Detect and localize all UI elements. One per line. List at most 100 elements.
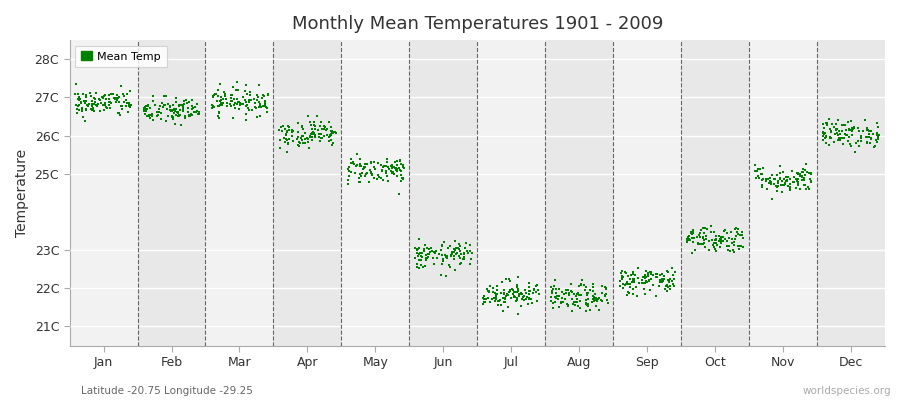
Point bbox=[660, 288, 674, 294]
Point bbox=[226, 115, 240, 121]
Point bbox=[115, 102, 130, 109]
Point bbox=[712, 238, 726, 244]
Point bbox=[164, 107, 178, 114]
Point bbox=[76, 114, 90, 120]
Point bbox=[86, 105, 100, 112]
Point bbox=[392, 167, 407, 173]
Point bbox=[832, 135, 846, 141]
Point bbox=[594, 296, 608, 303]
Point bbox=[114, 106, 129, 112]
Point bbox=[732, 246, 746, 252]
Point bbox=[831, 116, 845, 123]
Point bbox=[793, 171, 807, 177]
Point bbox=[626, 270, 641, 277]
Point bbox=[845, 126, 859, 132]
Point bbox=[498, 298, 512, 305]
Point bbox=[871, 136, 886, 142]
Point bbox=[696, 224, 710, 231]
Point bbox=[145, 111, 159, 118]
Point bbox=[595, 298, 609, 304]
Point bbox=[476, 300, 491, 307]
Point bbox=[498, 295, 512, 301]
Point bbox=[72, 94, 86, 100]
Point bbox=[119, 102, 133, 109]
Point bbox=[176, 104, 190, 110]
Point bbox=[662, 278, 676, 284]
Point bbox=[708, 237, 723, 244]
Point bbox=[213, 97, 228, 104]
Point bbox=[434, 272, 448, 279]
Point bbox=[516, 294, 530, 300]
Point bbox=[439, 254, 454, 260]
Point bbox=[505, 286, 519, 292]
Point bbox=[613, 278, 627, 284]
Point bbox=[680, 237, 695, 243]
Point bbox=[796, 169, 810, 175]
Point bbox=[795, 177, 809, 184]
Point bbox=[845, 132, 859, 138]
Point bbox=[119, 97, 133, 103]
Point bbox=[620, 273, 634, 279]
Point bbox=[374, 162, 388, 168]
Point bbox=[273, 145, 287, 151]
Point bbox=[845, 128, 859, 134]
Point bbox=[780, 183, 795, 190]
Point bbox=[422, 251, 436, 258]
Point bbox=[446, 250, 460, 257]
Point bbox=[830, 126, 844, 132]
Point bbox=[178, 114, 193, 121]
Point bbox=[854, 133, 868, 139]
Point bbox=[496, 308, 510, 314]
Point bbox=[122, 103, 137, 109]
Point bbox=[588, 290, 602, 297]
Point bbox=[415, 250, 429, 256]
Point bbox=[767, 181, 781, 188]
Point bbox=[618, 282, 633, 288]
Point bbox=[110, 95, 124, 101]
Point bbox=[224, 92, 238, 98]
Point bbox=[682, 237, 697, 243]
Point bbox=[690, 234, 705, 240]
Point bbox=[552, 286, 566, 292]
Point bbox=[220, 100, 234, 106]
Point bbox=[491, 283, 505, 289]
Point bbox=[176, 106, 190, 112]
Point bbox=[494, 302, 508, 308]
Point bbox=[89, 101, 104, 108]
Point bbox=[730, 226, 744, 232]
Point bbox=[436, 257, 450, 264]
Point bbox=[684, 231, 698, 237]
Point bbox=[81, 103, 95, 110]
Point bbox=[435, 260, 449, 267]
Point bbox=[482, 288, 496, 294]
Point bbox=[321, 119, 336, 125]
Point bbox=[281, 123, 295, 129]
Point bbox=[206, 92, 220, 98]
Point bbox=[381, 164, 395, 170]
Point bbox=[419, 256, 434, 263]
Point bbox=[86, 103, 100, 109]
Point bbox=[764, 196, 778, 202]
Point bbox=[165, 113, 179, 120]
Point bbox=[728, 236, 742, 242]
Point bbox=[216, 96, 230, 102]
Point bbox=[653, 272, 668, 279]
Bar bbox=[477, 40, 545, 346]
Point bbox=[491, 287, 505, 293]
Point bbox=[367, 166, 382, 172]
Point bbox=[828, 126, 842, 132]
Point bbox=[365, 172, 380, 178]
Point bbox=[410, 246, 424, 253]
Point bbox=[713, 243, 727, 250]
Point bbox=[640, 279, 654, 285]
Point bbox=[75, 108, 89, 115]
Point bbox=[364, 170, 378, 176]
Point bbox=[317, 123, 331, 129]
Point bbox=[295, 140, 310, 146]
Point bbox=[623, 284, 637, 290]
Point bbox=[626, 286, 640, 292]
Point bbox=[444, 252, 458, 258]
Point bbox=[713, 235, 727, 242]
Point bbox=[75, 105, 89, 112]
Point bbox=[683, 230, 698, 236]
